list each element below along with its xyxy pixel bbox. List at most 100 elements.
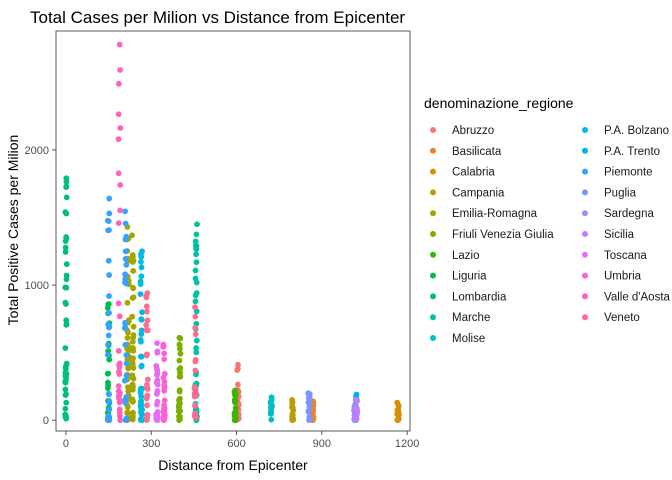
data-point (129, 232, 135, 239)
data-point (138, 258, 144, 265)
data-point (192, 324, 199, 331)
data-point (353, 405, 360, 412)
data-point (106, 272, 113, 278)
y-tick-label: 2000 (25, 145, 49, 157)
legend-key (582, 210, 588, 217)
data-point (353, 415, 360, 422)
data-point (137, 291, 144, 297)
data-point (62, 249, 69, 255)
legend-label: Marche (452, 312, 490, 324)
data-point (305, 395, 312, 402)
data-point (144, 327, 151, 334)
data-point (129, 361, 136, 368)
legend-key (582, 251, 588, 258)
data-point (115, 395, 122, 401)
data-point (63, 362, 70, 369)
data-point (106, 391, 112, 398)
data-point (176, 403, 182, 410)
data-point (154, 370, 161, 376)
data-point (232, 411, 239, 418)
data-point (130, 267, 137, 274)
data-point (63, 317, 70, 324)
data-point (115, 111, 122, 118)
legend-key (582, 231, 588, 237)
data-point (122, 341, 129, 348)
data-point (194, 221, 200, 228)
data-point (63, 272, 70, 279)
y-tick-label: 1000 (25, 280, 49, 292)
legend-key (430, 335, 436, 341)
data-point (63, 178, 70, 185)
data-point (106, 227, 112, 234)
data-point (143, 303, 150, 310)
legend-label: Toscana (604, 250, 647, 262)
data-point (161, 350, 168, 357)
data-point (117, 125, 124, 131)
data-point (160, 374, 167, 381)
data-point (122, 417, 129, 423)
data-point (116, 313, 123, 320)
legend-label: Lombardia (452, 291, 507, 303)
data-point (160, 416, 167, 423)
data-point (153, 379, 160, 386)
data-point (106, 195, 113, 202)
legend-label: Lazio (452, 250, 480, 262)
data-point (125, 384, 131, 391)
data-point (106, 356, 113, 363)
data-point (105, 332, 112, 339)
data-point (177, 373, 184, 380)
chart-title: Total Cases per Milion vs Distance from … (30, 8, 405, 27)
data-point (129, 381, 136, 388)
data-point (122, 399, 129, 406)
data-point (115, 348, 122, 354)
data-point (161, 402, 167, 408)
data-point (124, 335, 131, 341)
data-point (129, 313, 136, 320)
legend-label: Sicilia (604, 229, 635, 241)
data-point (192, 331, 199, 338)
legend: Abruzzo Basilicata Calabria Campania Emilia-… (430, 125, 671, 345)
data-point (144, 411, 151, 418)
data-point (192, 275, 199, 282)
data-point (105, 257, 112, 264)
data-point (191, 413, 198, 420)
data-point (123, 360, 130, 367)
data-point (138, 316, 145, 323)
data-point (177, 408, 184, 414)
data-point (144, 317, 151, 324)
legend-label: Calabria (452, 167, 495, 179)
data-point (116, 399, 123, 406)
x-tick-label: 1200 (395, 438, 419, 450)
legend-label: P.A. Bolzano (604, 125, 669, 137)
data-point (232, 393, 239, 400)
legend-key (582, 189, 588, 196)
data-point (105, 414, 111, 421)
data-point (123, 261, 130, 268)
data-point (63, 234, 70, 240)
data-point (137, 336, 144, 343)
y-tick-label: 0 (43, 415, 49, 427)
data-point (130, 294, 137, 301)
data-point (123, 352, 130, 358)
data-point (115, 220, 122, 227)
data-point (105, 301, 112, 308)
legend-label: Valle d'Aosta (604, 291, 671, 303)
data-point (62, 244, 69, 251)
data-point (289, 417, 296, 423)
data-point (63, 376, 70, 383)
legend-key (430, 168, 436, 175)
data-point (104, 370, 111, 377)
data-point (154, 412, 161, 419)
data-point (115, 136, 122, 143)
data-point (116, 371, 123, 377)
data-point (105, 379, 111, 386)
data-point (116, 41, 123, 48)
data-point (117, 67, 124, 73)
legend-key (430, 293, 436, 300)
data-point (176, 342, 183, 349)
data-point (117, 390, 123, 396)
legend-label: Emilia-Romagna (452, 208, 538, 220)
data-point (63, 371, 70, 378)
legend-label: Campania (452, 187, 505, 199)
data-point (122, 271, 129, 278)
